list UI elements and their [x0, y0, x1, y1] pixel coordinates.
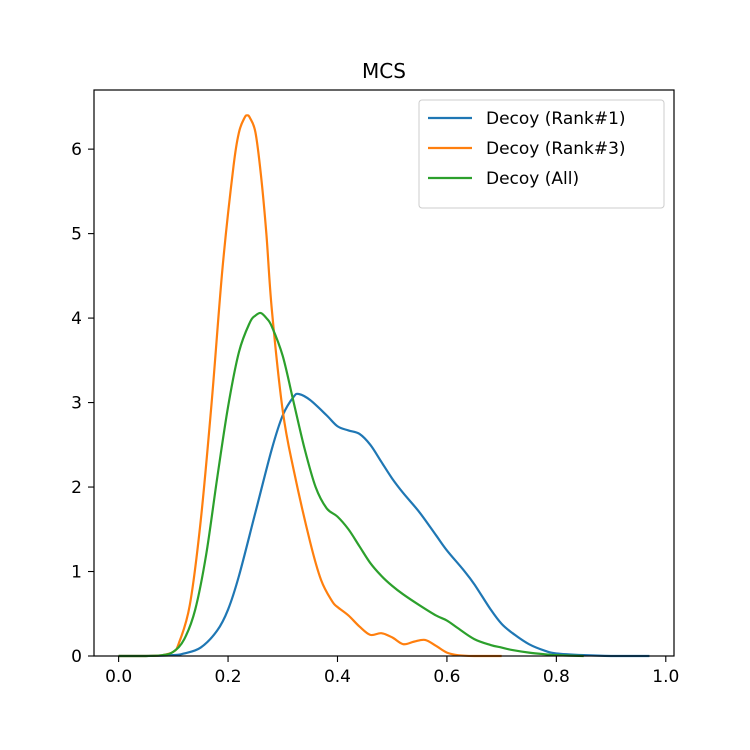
y-tick-label: 3: [71, 394, 82, 414]
legend-label-3: Decoy (All): [486, 169, 579, 189]
legend-box: [418, 99, 665, 209]
y-tick-label: 2: [71, 478, 82, 498]
chart-title: MCS: [362, 59, 406, 83]
plot-area: [118, 114, 650, 658]
axis-ticks: 0.0 0.2 0.4 0.6 0.8 1.0 0 1 2 3 4 5 6: [71, 140, 679, 687]
y-tick-label: 5: [71, 225, 82, 245]
y-tick-label: 6: [71, 140, 82, 160]
x-tick-label: 0.0: [105, 667, 132, 687]
legend: Decoy (Rank#1) Decoy (Rank#3) Decoy (All): [418, 99, 665, 209]
series-line-3: [118, 311, 584, 658]
axes-frame: [93, 89, 675, 657]
y-tick-label: 0: [71, 647, 82, 667]
x-tick-label: 0.2: [215, 667, 242, 687]
x-tick-label: 0.6: [433, 667, 460, 687]
x-tick-label: 1.0: [652, 667, 679, 687]
series-line-1: [118, 392, 650, 658]
legend-label-1: Decoy (Rank#1): [486, 109, 626, 129]
y-tick-label: 1: [71, 563, 82, 583]
series-line-2: [118, 114, 502, 658]
x-tick-label: 0.4: [324, 667, 351, 687]
legend-label-2: Decoy (Rank#3): [486, 139, 626, 159]
x-tick-label: 0.8: [543, 667, 570, 687]
y-tick-label: 4: [71, 309, 82, 329]
